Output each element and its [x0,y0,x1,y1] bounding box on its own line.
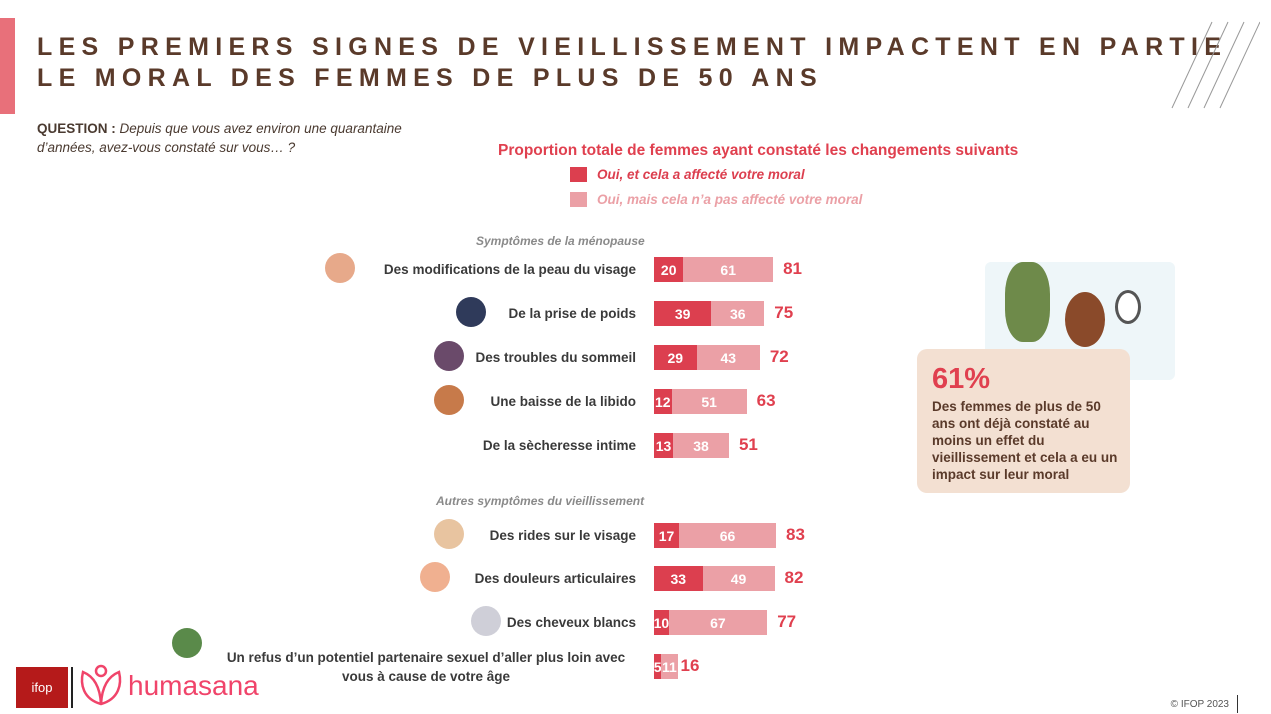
bar-total-label: 51 [738,435,758,454]
legend-not-affected: Oui, mais cela n’a pas affecté votre mor… [570,192,862,207]
category-label: Des modifications de la peau du visage [383,262,636,277]
legend-label: Oui, et cela a affecté votre moral [597,167,805,182]
copyright: © IFOP 2023 [1170,699,1229,710]
bar-not-affected: 67 [668,610,768,635]
callout-box [917,349,1130,493]
bar-affected: 17 [654,523,679,548]
ifop-logo-text: ifop [31,680,53,695]
bar-not-affected: 36 [711,301,765,326]
bar-total-label: 16 [680,656,700,675]
accent-bar [0,18,15,114]
bar-not-affected: 49 [702,566,775,591]
bar-affected: 39 [654,301,712,326]
legend-swatch-not-affected [570,192,587,207]
bar-total-label: 77 [777,612,797,631]
section-heading: Autres symptômes du vieillissement [436,494,645,508]
callout-text: Des femmes de plus de 50 ans ont déjà co… [932,399,1118,482]
white-hair-icon [470,606,501,636]
question-text: Depuis que vous avez environ une quarant… [37,121,402,155]
legend-swatch-affected [570,167,587,182]
decorative-stripes [1171,21,1260,109]
title-line-2: LE MORAL DES FEMMES DE PLUS DE 50 ANS [37,64,823,92]
legend-label: Oui, mais cela n’a pas affecté votre mor… [597,192,863,207]
bar-not-affected: 43 [696,345,760,370]
bar-not-affected: 51 [671,389,747,414]
bar-not-affected: 11 [661,654,678,679]
bar-total-label: 82 [784,568,804,587]
humasana-logo: humasana [128,670,259,701]
category-label: Un refus d’un potentiel partenaire sexue… [226,650,626,684]
question-label: QUESTION : [37,121,116,136]
section-heading: Symptômes de la ménopause [476,234,645,248]
ifop-logo: ifop [16,667,68,708]
category-label: Des douleurs articulaires [474,571,636,586]
question: QUESTION : Depuis que vous avez environ … [37,119,457,157]
category-label: Des troubles du sommeil [475,350,636,365]
bar-affected: 10 [654,610,669,635]
man-icon [172,628,202,658]
bar-total-label: 83 [786,525,805,544]
logo-divider [71,667,73,708]
aging-face-icon [434,519,465,549]
category-label: De la sècheresse intime [482,438,636,453]
footer-divider [1237,695,1238,713]
bar-total-label: 81 [783,259,802,278]
couple-icon [434,385,465,415]
bar-total-label: 75 [774,303,794,322]
category-label: De la prise de poids [508,306,636,321]
bar-affected: 33 [654,566,703,591]
woman-face-icon [324,253,355,283]
bar-affected: 29 [654,345,697,370]
title-line-1: LES PREMIERS SIGNES DE VIEILLISSEMENT IM… [37,33,1228,61]
bar-total-label: 72 [769,347,789,366]
bar-not-affected: 61 [683,257,774,282]
page-title: LES PREMIERS SIGNES DE VIEILLISSEMENT IM… [37,32,1227,94]
bar-not-affected: 38 [673,433,729,458]
chart-title: Proportion totale de femmes ayant consta… [498,142,1019,159]
bar-affected: 20 [654,257,684,282]
category-label: Des rides sur le visage [489,528,636,543]
sleep-icon [434,341,465,371]
scale-icon [456,297,486,327]
bar-affected: 13 [654,433,674,458]
legend-affected: Oui, et cela a affecté votre moral [570,167,805,182]
callout-percent: 61% [932,363,991,395]
knee-pain-icon [419,562,450,592]
category-label: Une baisse de la libido [490,394,636,409]
bar-not-affected: 66 [678,523,776,548]
humasana-flower-icon [80,664,122,706]
category-label: Des cheveux blancs [506,615,636,630]
bar-affected: 5 [654,654,662,679]
bar-affected: 12 [654,389,672,414]
bar-total-label: 63 [756,391,776,410]
